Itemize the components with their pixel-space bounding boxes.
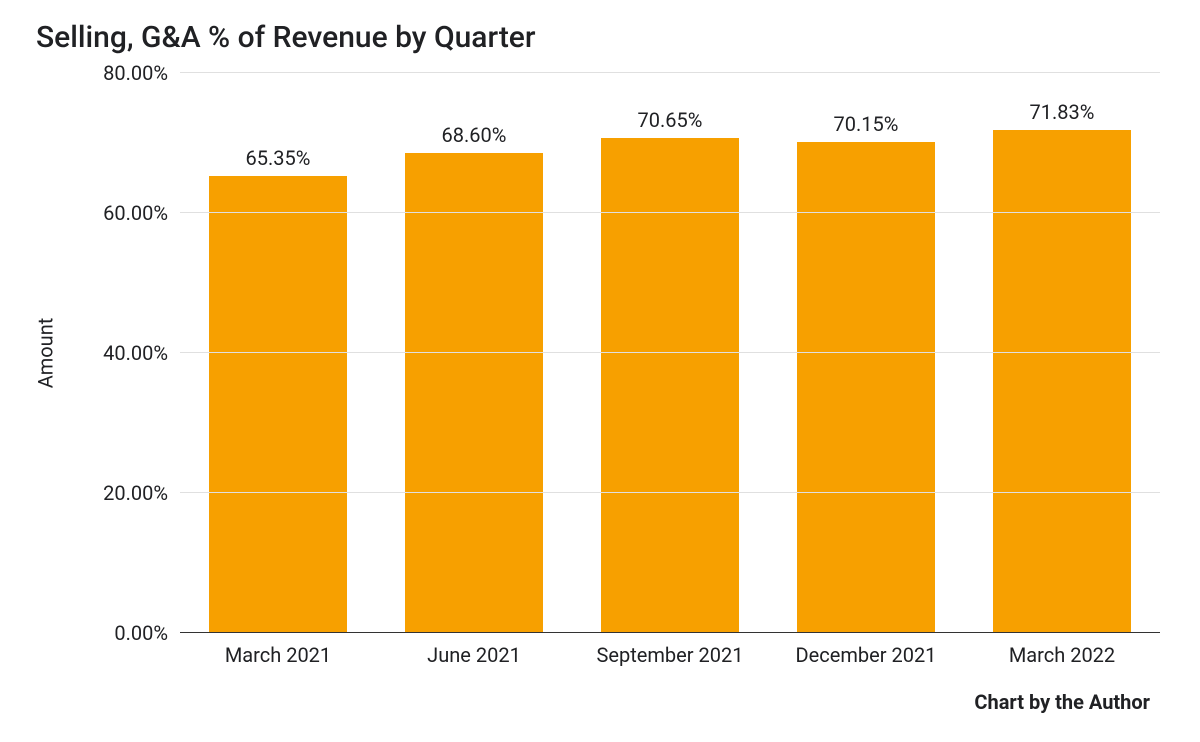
bar: 71.83% bbox=[993, 130, 1130, 633]
chart-title: Selling, G&A % of Revenue by Quarter bbox=[36, 20, 1170, 55]
bar-value-label: 65.35% bbox=[246, 146, 311, 170]
bar-slot: 70.65% bbox=[572, 73, 768, 633]
x-tick-label: December 2021 bbox=[768, 643, 964, 668]
y-axis-tick-column: 0.00%20.00%40.00%60.00%80.00% bbox=[60, 73, 180, 633]
bar: 68.60% bbox=[405, 153, 542, 633]
bar-slot: 65.35% bbox=[180, 73, 376, 633]
x-tick-label: March 2022 bbox=[964, 643, 1160, 668]
gridline bbox=[180, 72, 1160, 73]
x-tick-label: June 2021 bbox=[376, 643, 572, 668]
gridline bbox=[180, 212, 1160, 213]
bar-value-label: 68.60% bbox=[442, 123, 507, 147]
baseline bbox=[180, 632, 1160, 633]
bar-value-label: 71.83% bbox=[1030, 100, 1095, 124]
bar-value-label: 70.65% bbox=[638, 108, 703, 132]
bar-slot: 68.60% bbox=[376, 73, 572, 633]
y-tick-label: 20.00% bbox=[103, 481, 168, 505]
gridline bbox=[180, 352, 1160, 353]
bar: 65.35% bbox=[209, 176, 346, 633]
bar-slot: 71.83% bbox=[964, 73, 1160, 633]
plot-area: 65.35% 68.60% 70.65% 70.15% 71.83% bbox=[180, 73, 1160, 633]
y-axis-label-column: Amount bbox=[30, 73, 60, 633]
bars-group: 65.35% 68.60% 70.65% 70.15% 71.83% bbox=[180, 73, 1160, 633]
y-tick-label: 60.00% bbox=[103, 201, 168, 225]
x-tick-label: September 2021 bbox=[572, 643, 768, 668]
y-axis-label: Amount bbox=[33, 318, 57, 389]
gridline bbox=[180, 492, 1160, 493]
chart-container: Selling, G&A % of Revenue by Quarter Amo… bbox=[0, 0, 1200, 742]
y-tick-label: 80.00% bbox=[103, 61, 168, 85]
bar: 70.15% bbox=[797, 142, 934, 633]
y-tick-label: 0.00% bbox=[114, 621, 168, 645]
plot-wrap: Amount 0.00%20.00%40.00%60.00%80.00% 65.… bbox=[30, 73, 1170, 633]
bar-value-label: 70.15% bbox=[834, 112, 899, 136]
x-tick-label: March 2021 bbox=[180, 643, 376, 668]
y-tick-label: 40.00% bbox=[103, 341, 168, 365]
bar-slot: 70.15% bbox=[768, 73, 964, 633]
chart-footer: Chart by the Author bbox=[30, 690, 1170, 714]
x-axis-tick-row: March 2021June 2021September 2021Decembe… bbox=[180, 643, 1160, 668]
